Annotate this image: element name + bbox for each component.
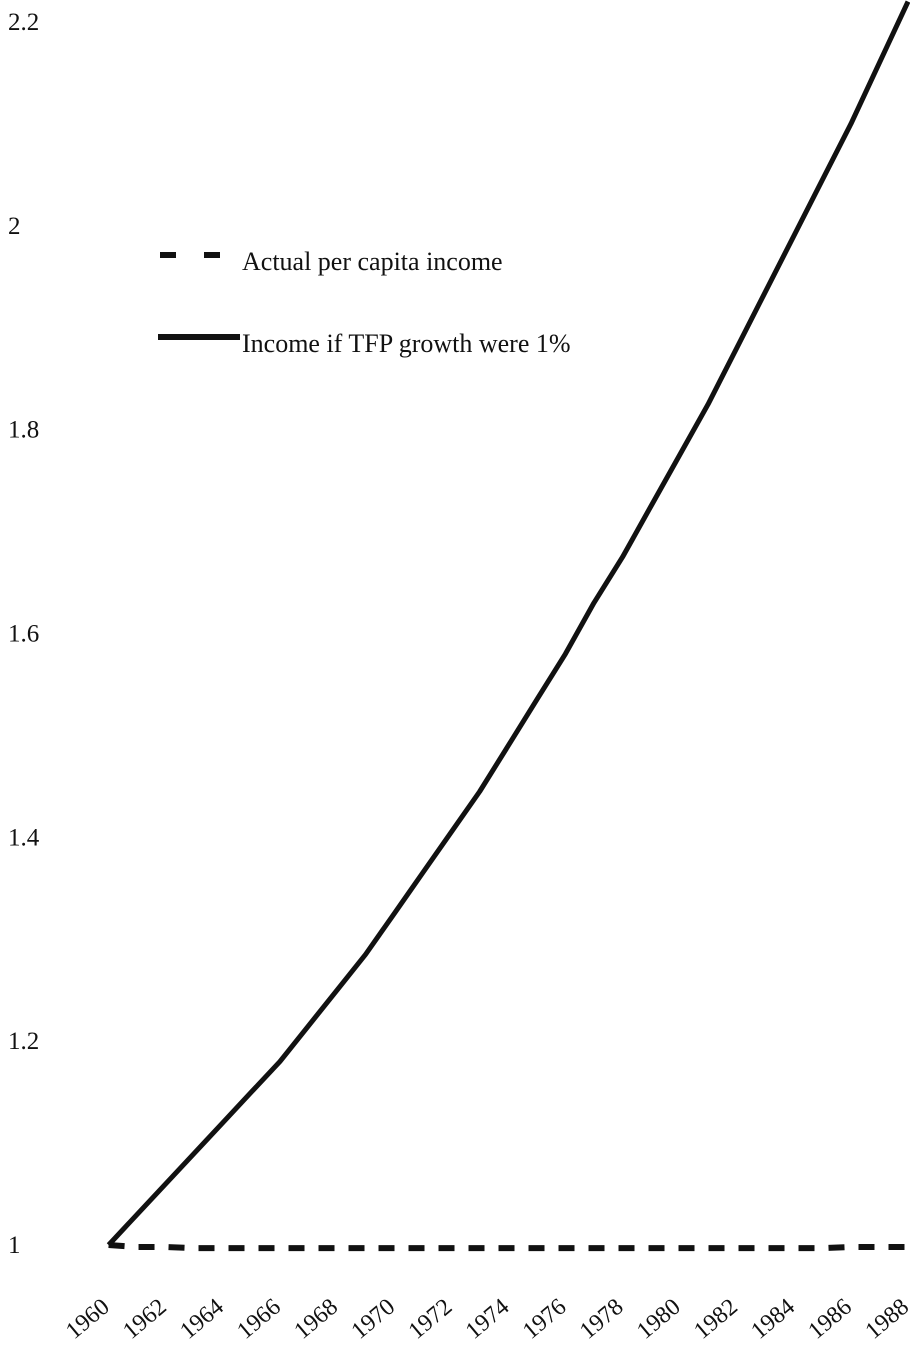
x-axis-ticks: 1960 1962 1964 1966 1968 1970 1972 1974 1976 1978…	[61, 1294, 910, 1345]
x-tick-label: 1976	[518, 1294, 571, 1345]
x-tick-label: 1968	[290, 1294, 343, 1345]
series-line-actual-income	[108, 1242, 908, 1252]
x-tick-label: 1970	[347, 1294, 400, 1345]
x-tick-label: 1980	[632, 1294, 685, 1345]
y-tick-label: 1.6	[8, 621, 39, 648]
x-tick-label: 1972	[404, 1294, 457, 1345]
y-tick-label: 2	[8, 213, 21, 240]
x-tick-label: 1974	[461, 1294, 514, 1345]
series-layer	[106, 0, 910, 1252]
y-tick-label: 1	[8, 1232, 21, 1259]
y-tick-label: 1.8	[8, 417, 39, 444]
y-tick-label: 1.2	[8, 1028, 39, 1055]
x-tick-label: 1966	[232, 1294, 285, 1345]
y-tick-label: 1.4	[8, 824, 40, 851]
x-tick-label: 1982	[689, 1294, 742, 1345]
legend-label-actual-income: Actual per capita income	[242, 247, 503, 276]
x-tick-label: 1984	[746, 1294, 799, 1345]
y-axis-ticks: 2.2 2 1.8 1.6 1.4 1.2 1	[8, 9, 40, 1259]
x-tick-label: 1978	[575, 1294, 628, 1345]
legend-label-tfp-income: Income if TFP growth were 1%	[242, 329, 571, 358]
series-line-tfp-income	[106, 0, 910, 1247]
x-tick-label: 1964	[175, 1294, 228, 1345]
legend: Actual per capita income Income if TFP g…	[158, 247, 571, 358]
y-tick-label: 2.2	[8, 9, 39, 36]
x-tick-label: 1962	[118, 1294, 171, 1345]
x-tick-label: 1986	[803, 1294, 856, 1345]
x-tick-label: 1960	[61, 1294, 114, 1345]
x-tick-label: 1988	[861, 1294, 910, 1345]
